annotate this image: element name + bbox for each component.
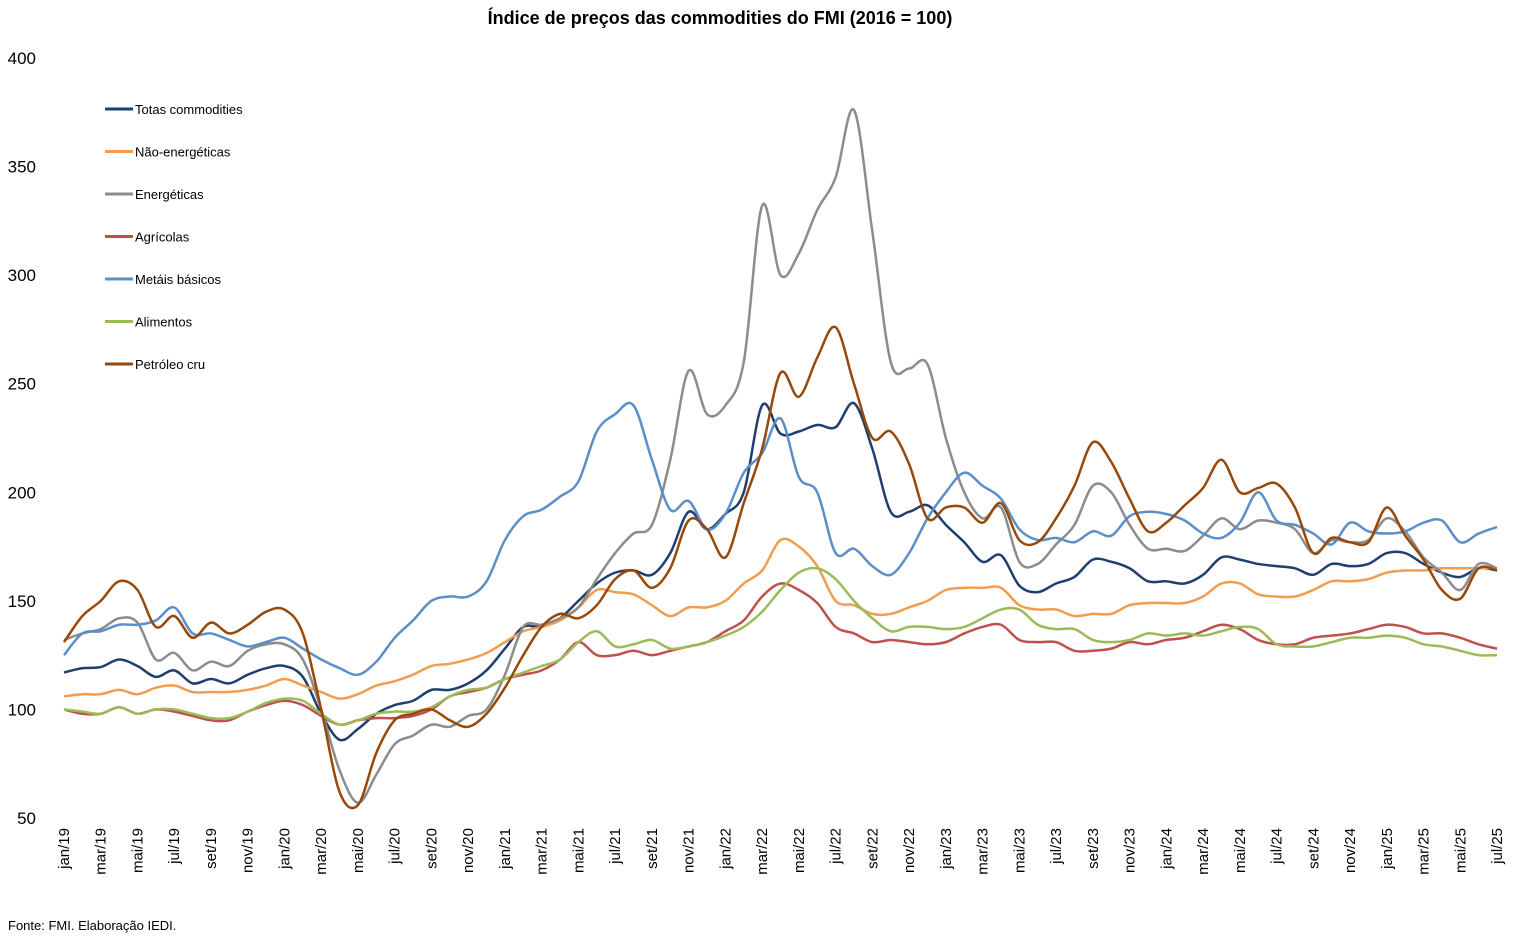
x-tick-label: mar/20 <box>313 828 330 875</box>
x-tick-label: jul/24 <box>1269 828 1286 865</box>
x-tick-label: mar/22 <box>754 828 771 875</box>
x-tick-label: jul/22 <box>828 828 845 865</box>
x-tick-label: mai/21 <box>570 828 587 873</box>
legend-label: Não-energéticas <box>135 145 231 160</box>
x-tick-label: set/19 <box>203 828 220 869</box>
series-line <box>63 537 1497 700</box>
series-line <box>63 566 1498 727</box>
x-tick-label: mar/19 <box>93 828 110 875</box>
x-tick-label: jan/19 <box>56 828 73 870</box>
legend-label: Agrícolas <box>135 230 190 245</box>
series-line <box>63 401 1498 742</box>
x-tick-label: nov/23 <box>1122 828 1139 873</box>
y-tick-label: 150 <box>8 592 36 611</box>
x-tick-label: set/20 <box>423 828 440 869</box>
x-tick-label: jul/25 <box>1489 828 1506 865</box>
legend-label: Metáis básicos <box>135 272 221 287</box>
y-tick-label: 300 <box>8 266 36 285</box>
source-note: Fonte: FMI. Elaboração IEDI. <box>8 918 176 933</box>
x-tick-label: set/24 <box>1305 828 1322 869</box>
x-tick-label: mai/25 <box>1452 828 1469 873</box>
y-tick-label: 100 <box>8 700 36 719</box>
x-tick-label: mai/19 <box>129 828 146 873</box>
x-tick-label: set/23 <box>1085 828 1102 869</box>
x-tick-label: jul/21 <box>607 828 624 865</box>
x-tick-label: jul/23 <box>1048 828 1065 865</box>
series-line <box>63 582 1498 726</box>
x-tick-label: jan/21 <box>497 828 514 870</box>
x-tick-label: jul/20 <box>387 828 404 865</box>
x-tick-label: mai/23 <box>1011 828 1028 873</box>
x-tick-label: jan/20 <box>276 828 293 870</box>
x-tick-label: set/22 <box>864 828 881 869</box>
x-tick-label: nov/19 <box>240 828 257 873</box>
x-tick-label: mai/24 <box>1232 828 1249 873</box>
y-tick-label: 350 <box>8 158 36 177</box>
chart-title: Índice de preços das commodities do FMI … <box>488 7 953 28</box>
x-tick-label: mar/21 <box>534 828 551 875</box>
legend-label: Petróleo cru <box>135 357 205 372</box>
x-tick-label: nov/24 <box>1342 828 1359 873</box>
x-tick-label: mai/22 <box>791 828 808 873</box>
x-tick-label: jul/19 <box>166 828 183 865</box>
x-tick-label: mai/20 <box>350 828 367 873</box>
x-tick-label: jan/23 <box>938 828 955 870</box>
x-tick-label: jan/24 <box>1158 828 1175 870</box>
x-tick-label: set/21 <box>644 828 661 869</box>
series-line <box>62 325 1498 810</box>
x-tick-label: mar/24 <box>1195 828 1212 875</box>
y-tick-label: 50 <box>17 809 36 828</box>
series-line <box>63 401 1498 677</box>
x-tick-label: nov/20 <box>460 828 477 873</box>
x-tick-label: jan/22 <box>717 828 734 870</box>
legend-label: Energéticas <box>135 187 204 202</box>
x-tick-label: nov/21 <box>681 828 698 873</box>
x-tick-label: mar/25 <box>1416 828 1433 875</box>
x-tick-label: nov/22 <box>901 828 918 873</box>
y-tick-label: 400 <box>8 49 36 68</box>
series-line <box>63 108 1498 805</box>
y-tick-label: 200 <box>8 483 36 502</box>
legend-label: Totas commodities <box>135 102 243 117</box>
legend-label: Alimentos <box>135 315 193 330</box>
y-tick-label: 250 <box>8 375 36 394</box>
x-tick-label: jan/25 <box>1379 828 1396 870</box>
x-tick-label: mar/23 <box>975 828 992 875</box>
